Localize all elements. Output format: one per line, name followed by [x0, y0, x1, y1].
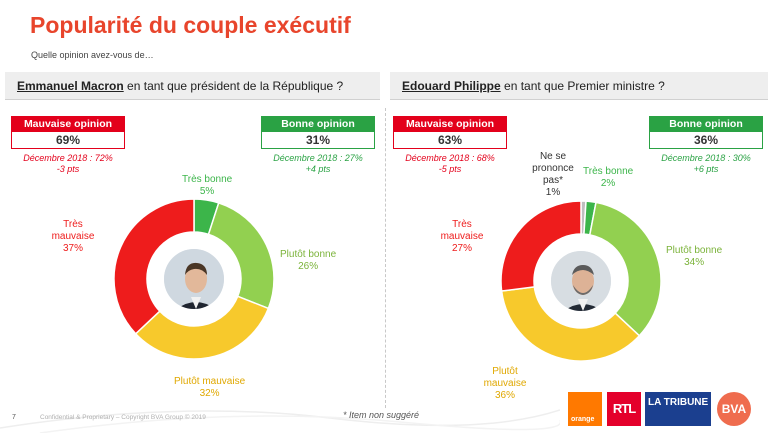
philippe-label-tres-mauvaise: Très mauvaise 27% — [440, 219, 484, 254]
philippe-good-delta: +6 pts — [693, 164, 719, 174]
macron-label-plutot-mauvaise: Plutôt mauvaise 37% 32% — [174, 376, 246, 399]
macron-bad-opinion-value: 69% — [55, 133, 81, 147]
footnote: * Item non suggéré — [343, 410, 420, 420]
donut-slice-tres-mauvaise — [113, 198, 195, 335]
la-tribune-logo: LA TRIBUNE — [645, 392, 711, 426]
philippe-good-opinion-box: Bonne opinion 36% — [649, 116, 763, 149]
macron-label-plutot-bonne: Plutôt bonne 26% — [280, 249, 337, 272]
donut-slice-plutot-bonne — [588, 201, 662, 337]
page-number: 7 — [12, 414, 16, 421]
macron-good-compare: Décembre 2018 : 27% — [273, 153, 363, 163]
donut-slice-plutot-mauvaise — [500, 286, 641, 362]
philippe-name: Edouard Philippe — [402, 79, 501, 93]
macron-label-tres-bonne: Très bonne 5% — [182, 174, 233, 197]
rtl-logo: RTL — [607, 392, 641, 426]
philippe-good-compare: Décembre 2018 : 30% — [661, 153, 751, 163]
macron-bad-opinion-title: Mauvaise opinion — [12, 117, 124, 132]
philippe-bad-opinion-box: Mauvaise opinion 63% — [393, 116, 507, 149]
macron-donut-chart — [113, 198, 275, 360]
philippe-donut-chart — [500, 200, 662, 362]
philippe-bad-delta: -5 pts — [438, 164, 462, 174]
philippe-photo — [549, 249, 613, 313]
philippe-bad-opinion-value: 63% — [437, 133, 463, 147]
macron-question: en tant que président de la République ? — [127, 79, 344, 93]
macron-good-opinion-box: Bonne opinion 31% — [261, 116, 375, 149]
decorative-swoosh — [0, 409, 560, 433]
philippe-label-plutot-mauvaise: Plutôt mauvaise 36% — [483, 366, 527, 401]
macron-photo — [162, 247, 226, 311]
macron-bad-delta: -3 pts — [56, 164, 80, 174]
philippe-good-opinion-title: Bonne opinion — [650, 117, 762, 132]
macron-name: Emmanuel Macron — [17, 79, 124, 93]
philippe-label-nsp: Ne se prononce pas* 1% — [532, 151, 574, 198]
macron-bad-opinion-box: Mauvaise opinion 69% — [11, 116, 125, 149]
philippe-good-comparison: Décembre 2018 : 30% +6 pts — [641, 153, 770, 175]
macron-question-header: Emmanuel Macron en tant que président de… — [5, 72, 380, 100]
macron-good-opinion-value: 31% — [305, 133, 331, 147]
donut-slice-plutot-mauvaise — [134, 295, 270, 360]
macron-good-delta: +4 pts — [305, 164, 331, 174]
philippe-question-header: Edouard Philippe en tant que Premier min… — [390, 72, 768, 100]
donut-slice-tres-mauvaise — [500, 200, 582, 292]
macron-good-comparison: Décembre 2018 : 27% +4 pts — [253, 153, 383, 175]
macron-good-opinion-title: Bonne opinion — [262, 117, 374, 132]
bva-logo: BVA — [717, 392, 751, 426]
confidential-notice: Confidential & Proprietary – Copyright B… — [40, 414, 206, 421]
macron-bad-compare: Décembre 2018 : 72% — [23, 153, 113, 163]
philippe-bad-opinion-title: Mauvaise opinion — [394, 117, 506, 132]
philippe-label-tres-bonne: Très bonne 2% — [583, 166, 634, 189]
philippe-bad-comparison: Décembre 2018 : 68% -5 pts — [385, 153, 515, 175]
macron-bad-comparison: Décembre 2018 : 72% -3 pts — [3, 153, 133, 175]
page-title: Popularité du couple exécutif — [30, 12, 351, 38]
question-subtitle: Quelle opinion avez-vous de… — [31, 50, 154, 60]
orange-logo: orange — [568, 392, 602, 426]
macron-label-tres-mauvaise: Très mauvaise 37% — [51, 219, 95, 254]
philippe-question: en tant que Premier ministre ? — [504, 79, 665, 93]
philippe-bad-compare: Décembre 2018 : 68% — [405, 153, 495, 163]
panel-divider — [385, 108, 386, 408]
philippe-label-plutot-bonne: Plutôt bonne 34% — [666, 245, 723, 268]
philippe-good-opinion-value: 36% — [693, 133, 719, 147]
